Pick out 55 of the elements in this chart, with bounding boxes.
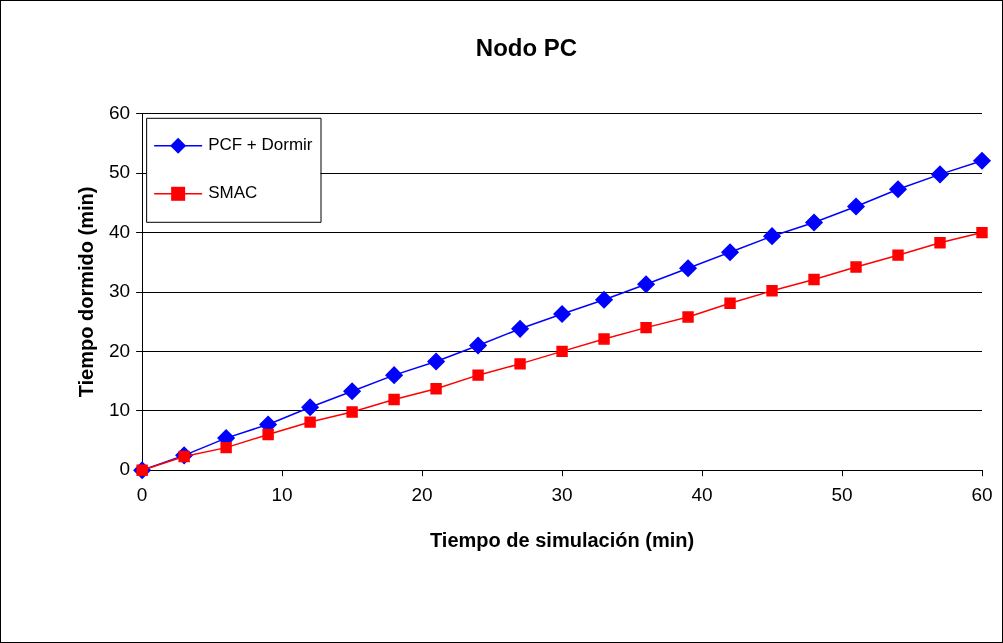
x-tick-label: 10	[271, 483, 293, 505]
point	[805, 213, 823, 232]
point	[301, 398, 319, 416]
legend-label: SMAC	[208, 183, 258, 203]
point	[679, 259, 697, 277]
point	[976, 226, 988, 239]
point	[511, 320, 529, 338]
point	[640, 321, 652, 334]
point	[847, 197, 865, 216]
y-tick-label: 20	[108, 339, 131, 361]
point	[931, 165, 949, 184]
x-tick-label: 60	[971, 483, 993, 505]
x-tick-label: 40	[691, 483, 713, 505]
point	[262, 428, 274, 441]
point	[595, 290, 613, 309]
legend-label: PCF + Dormir	[208, 135, 313, 155]
y-tick-label: 30	[108, 280, 131, 302]
x-tick-label: 50	[831, 483, 853, 505]
point	[721, 243, 739, 261]
point	[385, 366, 403, 384]
point	[682, 311, 694, 323]
point	[427, 352, 445, 371]
point	[220, 441, 232, 454]
point	[346, 406, 358, 418]
y-tick-label: 40	[108, 220, 131, 242]
point	[637, 275, 655, 294]
point	[553, 305, 571, 323]
y-axis-title: Tiempo dormido (min)	[74, 186, 97, 398]
point	[430, 383, 442, 395]
x-tick-label: 0	[136, 483, 148, 505]
point	[973, 151, 991, 170]
point	[763, 227, 781, 245]
y-tick-label: 60	[108, 102, 131, 124]
point	[472, 369, 484, 381]
x-tick-label: 30	[551, 483, 573, 505]
point	[850, 261, 862, 273]
point	[889, 180, 907, 198]
point	[808, 273, 820, 286]
chart-title: Nodo PC	[475, 34, 578, 62]
x-tick-label: 20	[411, 483, 433, 505]
point	[556, 345, 568, 358]
point	[724, 297, 736, 309]
y-tick-label: 50	[108, 161, 131, 183]
point	[343, 382, 361, 400]
point	[892, 249, 904, 261]
point	[388, 393, 400, 406]
point	[934, 237, 946, 249]
y-tick-label: 10	[108, 399, 131, 421]
point	[469, 336, 487, 355]
y-tick-label: 0	[119, 458, 131, 480]
point	[304, 416, 316, 428]
x-axis-title: Tiempo de simulación (min)	[430, 528, 695, 551]
point	[598, 333, 610, 345]
point	[514, 358, 526, 370]
point	[766, 285, 778, 297]
